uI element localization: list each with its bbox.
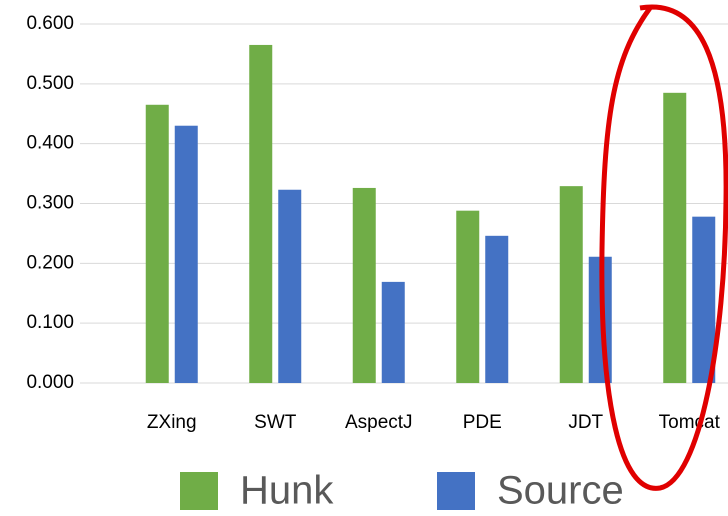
bar (663, 92, 687, 383)
x-tick-label: PDE (463, 412, 502, 433)
bar (559, 186, 583, 383)
bar (145, 104, 169, 384)
x-tick-label: Tomcat (659, 412, 721, 433)
legend-swatch (437, 472, 475, 510)
bar (485, 235, 509, 383)
y-tick-label: 0.500 (26, 73, 74, 94)
plot: 0.000 0.100 0.200 0.300 0.400 0.500 0.600 ZXing… (26, 13, 728, 513)
y-tick-label: 0.000 (26, 372, 74, 393)
bar (456, 210, 480, 383)
y-tick-label: 0.200 (26, 252, 74, 273)
x-tick-label: JDT (568, 412, 603, 433)
legend-label: Source (497, 469, 624, 513)
x-tick-label: AspectJ (345, 412, 413, 433)
annotation-circle (599, 4, 728, 491)
bar (249, 44, 273, 384)
legend-swatch (180, 472, 218, 510)
bar (381, 281, 405, 383)
bar (174, 125, 198, 383)
bar (692, 216, 716, 383)
x-tick-label: ZXing (147, 412, 197, 433)
bar (352, 187, 376, 383)
y-tick-label: 0.400 (26, 133, 74, 154)
y-tick-label: 0.600 (26, 13, 74, 34)
legend-label: Hunk (240, 469, 334, 513)
y-tick-label: 0.300 (26, 193, 74, 214)
x-tick-label: SWT (254, 412, 297, 433)
bar (278, 189, 302, 383)
y-tick-label: 0.100 (26, 312, 74, 333)
